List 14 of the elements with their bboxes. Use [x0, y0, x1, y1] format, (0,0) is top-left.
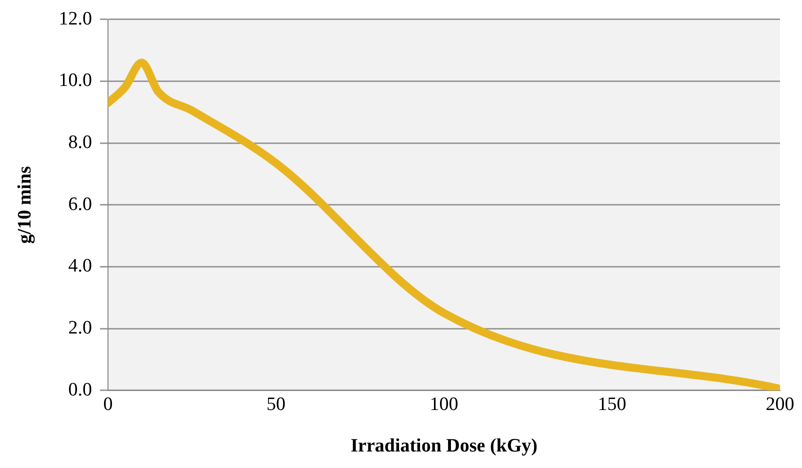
- x-axis-title: Irradiation Dose (kGy): [350, 436, 538, 457]
- y-tick-label: 8.0: [68, 132, 92, 154]
- y-tick-label: 2.0: [68, 318, 92, 339]
- x-tick-label: 100: [430, 394, 458, 415]
- x-tick-label: 0: [103, 394, 113, 415]
- x-tick-label: 50: [266, 394, 286, 415]
- y-tick-label: 6.0: [68, 194, 92, 215]
- x-tick-label: 200: [766, 394, 794, 415]
- y-tick-label: 0.0: [68, 379, 92, 400]
- y-tick-label: 12.0: [58, 8, 92, 30]
- y-axis-title: g/10 mins: [14, 166, 36, 244]
- x-tick-label: 150: [598, 394, 626, 415]
- y-tick-label: 10.0: [58, 70, 92, 92]
- y-tick-label: 4.0: [68, 256, 92, 277]
